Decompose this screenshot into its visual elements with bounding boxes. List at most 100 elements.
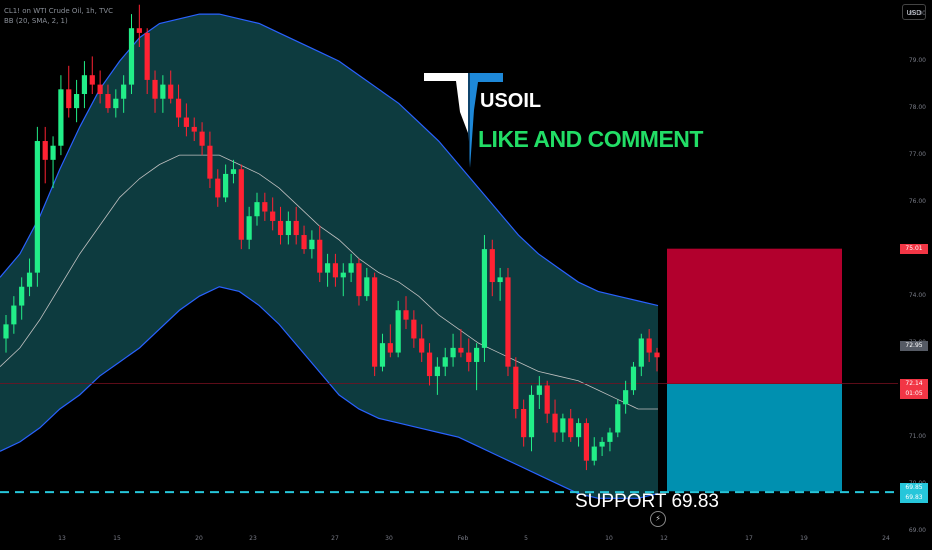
candle-body [293, 220, 299, 236]
candle-body [536, 385, 542, 395]
candle-body [254, 202, 260, 217]
bollinger-upper-line [0, 13, 659, 307]
chart-header: CL1! on WTI Crude Oil, 1h, TVC BB (20, S… [4, 6, 113, 26]
candle-body [434, 366, 440, 377]
price-tick: 69.00 [908, 527, 926, 535]
candle-body [89, 75, 95, 85]
candle-body [277, 220, 284, 236]
candle-body [528, 394, 535, 438]
candle-body [505, 277, 511, 367]
candle-body [73, 94, 80, 109]
candle-body [466, 352, 472, 362]
candle-body [419, 338, 425, 353]
candle-body [168, 84, 174, 99]
candle-body [230, 169, 237, 174]
symbol-line: CL1! on WTI Crude Oil, 1h, TVC [4, 7, 114, 15]
time-tick: 19 [800, 535, 808, 542]
candle-body [246, 216, 252, 240]
candle-body [630, 366, 637, 391]
candle-body [238, 169, 244, 240]
support-label: SUPPORT 69.83 [575, 491, 719, 512]
candle-body [544, 385, 550, 414]
time-tick: 17 [745, 535, 753, 542]
candle-body [160, 84, 166, 99]
stop-loss-zone [667, 248, 842, 384]
bollinger-lower-line [0, 286, 659, 499]
brand-subtitle: LIKE AND COMMENT [478, 126, 703, 152]
candle-body [607, 432, 613, 442]
candle-body [97, 84, 103, 95]
candle-body [81, 75, 88, 95]
candle-body [58, 89, 64, 146]
candle-body [450, 347, 456, 358]
price-tick: 71.00 [908, 433, 926, 441]
candle-body [223, 173, 229, 198]
lightning-icon[interactable]: ⚡ [650, 511, 666, 527]
price-tick: 80.00 [908, 10, 926, 18]
candle-body [26, 272, 33, 287]
price-label: 69.83 [900, 493, 928, 504]
candle-body [324, 263, 331, 273]
time-tick: 20 [195, 535, 203, 542]
candle-body [387, 343, 393, 353]
candle-body [654, 352, 660, 358]
price-label: 01:05 [900, 388, 928, 399]
time-tick: 24 [882, 535, 890, 542]
candle-body [521, 408, 527, 438]
candle-body [583, 423, 590, 461]
candle-body [215, 178, 221, 198]
time-tick: 15 [113, 535, 121, 542]
time-tick: 5 [524, 535, 528, 542]
candle-body [646, 338, 652, 353]
time-tick: Feb [457, 535, 469, 542]
candle-body [623, 390, 629, 405]
candle-body [403, 310, 409, 320]
price-label: 75.01 [900, 243, 928, 254]
time-tick: 12 [660, 535, 668, 542]
candle-body [19, 286, 25, 306]
candle-body [128, 28, 135, 85]
candle-body [379, 343, 386, 367]
candle-body [34, 141, 40, 273]
candle-body [615, 404, 621, 433]
candle-body [560, 418, 566, 433]
candle-body [513, 366, 519, 409]
indicator-line: BB (20, SMA, 2, 1) [4, 17, 68, 25]
candle-body [497, 277, 503, 283]
price-tick: 77.00 [908, 151, 926, 159]
candle-body [183, 117, 189, 127]
candle-body [113, 98, 119, 109]
candle-body [481, 249, 488, 348]
price-tick: 79.00 [908, 57, 926, 65]
candle-body [262, 202, 268, 212]
bollinger-basis-line [0, 154, 658, 410]
candle-body [638, 338, 644, 367]
candle-body [340, 272, 346, 278]
candle-body [105, 94, 111, 109]
candle-body [442, 357, 448, 367]
price-label: 69.85 [900, 483, 928, 494]
time-tick: 27 [331, 535, 339, 542]
candle-body [199, 131, 205, 146]
candle-body [285, 220, 291, 236]
candle-body [458, 347, 464, 353]
candle-body [207, 145, 213, 179]
candle-body [3, 324, 9, 339]
currency-button[interactable]: USD [902, 4, 926, 20]
price-tick: 76.00 [908, 198, 926, 206]
price-scale[interactable]: 80.0079.0078.0077.0076.0075.0074.0073.00… [898, 0, 932, 550]
candle-body [599, 441, 605, 447]
candle-body [372, 277, 378, 367]
candle-body [332, 263, 339, 278]
time-tick: 13 [58, 535, 66, 542]
price-tick: 78.00 [908, 104, 926, 112]
logo-white-mark [424, 73, 468, 133]
candle-body [136, 28, 142, 33]
candle-body [309, 239, 315, 250]
price-label: 72.95 [900, 340, 928, 351]
candle-body [426, 352, 433, 377]
candle-body [144, 32, 150, 80]
candle-body [348, 263, 354, 273]
candle-body [175, 98, 182, 118]
